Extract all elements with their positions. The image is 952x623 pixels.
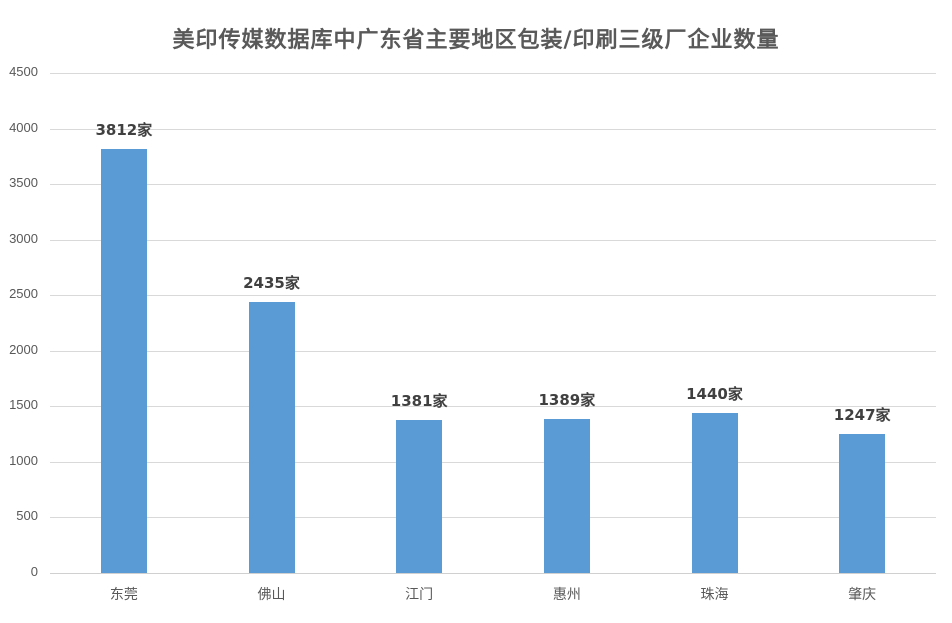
- plot-area: 3812家 2435家 1381家 1389家 1440家 1247家: [50, 73, 936, 574]
- x-tick-label: 东莞: [109, 587, 138, 603]
- y-tick-label: 0: [30, 564, 38, 579]
- gridline: [50, 128, 936, 130]
- x-tick-label: 江门: [405, 587, 434, 603]
- x-tick-label: 珠海: [700, 587, 729, 603]
- bar-3[interactable]: [543, 418, 590, 573]
- x-tick-label: 肇庆: [848, 587, 877, 603]
- bar-0[interactable]: [100, 149, 147, 573]
- gridline: [50, 239, 936, 241]
- chart-title: 美印传媒数据库中广东省主要地区包装/印刷三级厂企业数量: [172, 28, 780, 53]
- gridline: [50, 184, 936, 186]
- bar-4[interactable]: [691, 413, 738, 573]
- gridline: [50, 573, 936, 574]
- data-label: 2435家: [243, 274, 300, 293]
- bar-5[interactable]: [839, 434, 886, 573]
- y-tick-label: 2500: [9, 286, 38, 302]
- data-label: 1381家: [390, 391, 448, 410]
- bar-1[interactable]: [248, 302, 295, 573]
- y-tick-label: 4500: [9, 64, 38, 79]
- y-tick-label: 3000: [9, 230, 38, 246]
- y-tick-label: 4000: [9, 119, 38, 135]
- data-label: 1247家: [833, 406, 891, 425]
- gridline: [50, 350, 936, 352]
- y-tick-label: 1500: [9, 397, 38, 413]
- bar-2[interactable]: [396, 419, 443, 573]
- data-label: 1440家: [686, 385, 743, 403]
- data-label: 3812家: [95, 121, 153, 140]
- gridline: [50, 406, 936, 408]
- data-label: 1389家: [538, 390, 596, 409]
- gridline: [50, 73, 936, 74]
- x-tick-label: 佛山: [257, 587, 286, 603]
- y-tick-label: 2000: [9, 341, 38, 357]
- x-tick-label: 惠州: [552, 587, 581, 603]
- y-tick-label: 3500: [9, 175, 38, 191]
- gridline: [50, 295, 936, 297]
- y-tick-label: 500: [16, 508, 38, 524]
- gridline: [50, 461, 936, 463]
- gridline: [50, 517, 936, 519]
- y-tick-label: 1000: [9, 452, 38, 468]
